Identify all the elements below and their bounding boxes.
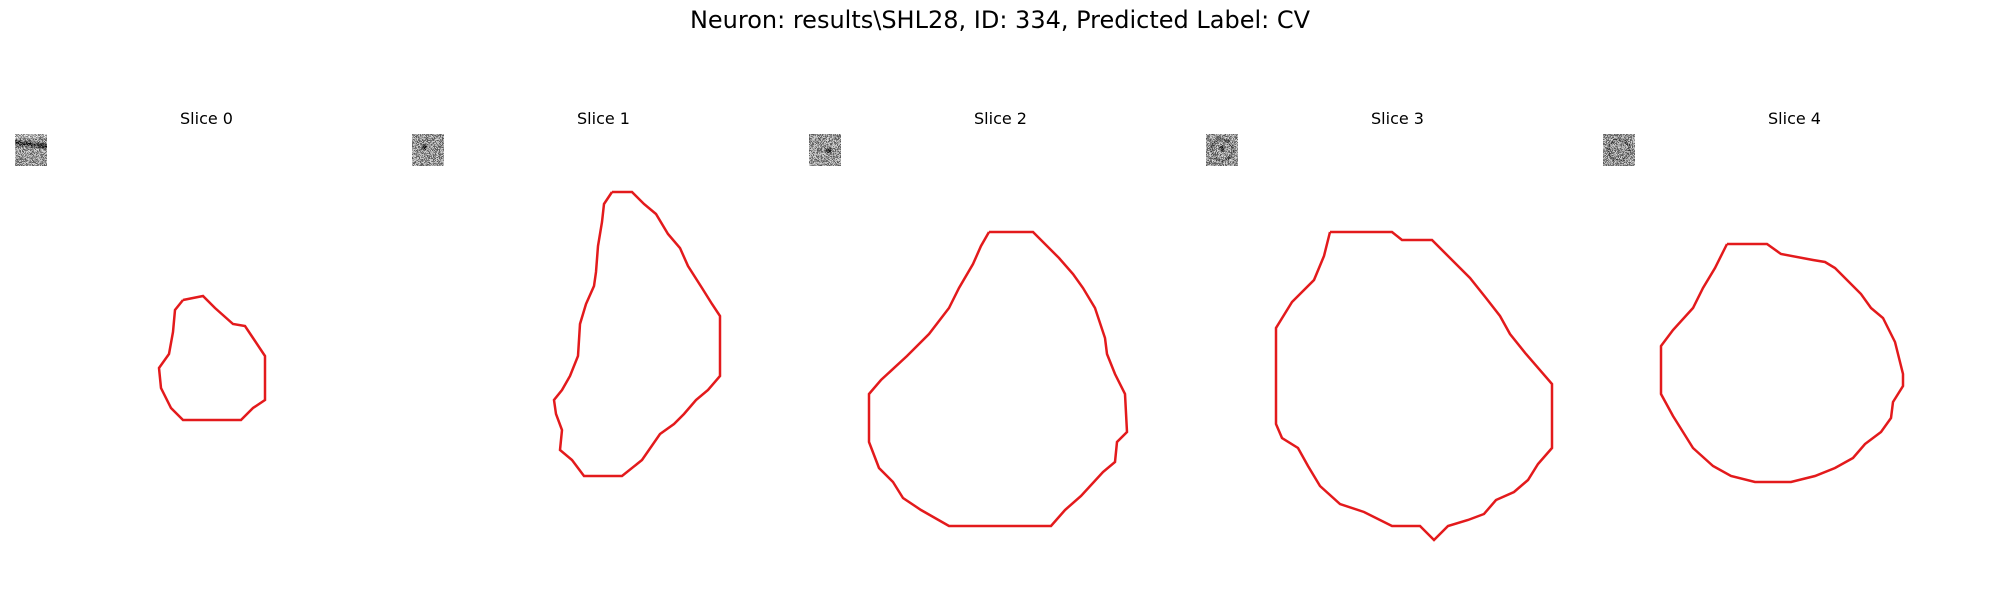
slice-image-4: [1603, 134, 1986, 517]
slice-image-0: [15, 134, 398, 517]
slice-grayscale-0: [15, 134, 47, 166]
slice-title-4: Slice 4: [1768, 109, 1821, 128]
slice-title-0: Slice 0: [180, 109, 233, 128]
slice-contour-4: [1659, 242, 1905, 484]
slice-panel-1: Slice 1: [412, 108, 795, 517]
slice-image-2: [809, 134, 1192, 528]
slice-panel-0: Slice 0: [15, 108, 398, 517]
figure-title: Neuron: results\SHL28, ID: 334, Predicte…: [689, 6, 1311, 34]
slice-image-1: [412, 134, 795, 517]
slice-contour-2: [867, 230, 1129, 528]
slice-contour-1: [552, 190, 722, 478]
slice-title-1: Slice 1: [577, 109, 630, 128]
slice-grayscale-3: [1206, 134, 1238, 166]
slice-title-2: Slice 2: [974, 109, 1027, 128]
slice-panel-3: Slice 3: [1206, 108, 1589, 542]
slice-grayscale-2: [809, 134, 841, 166]
slice-image-3: [1206, 134, 1589, 542]
slice-panel-2: Slice 2: [809, 108, 1192, 528]
slice-panel-4: Slice 4: [1603, 108, 1986, 517]
slice-title-3: Slice 3: [1371, 109, 1424, 128]
slice-grayscale-4: [1603, 134, 1635, 166]
slice-grayscale-1: [412, 134, 444, 166]
slice-contour-3: [1274, 230, 1554, 542]
slice-contour-0: [157, 294, 267, 422]
